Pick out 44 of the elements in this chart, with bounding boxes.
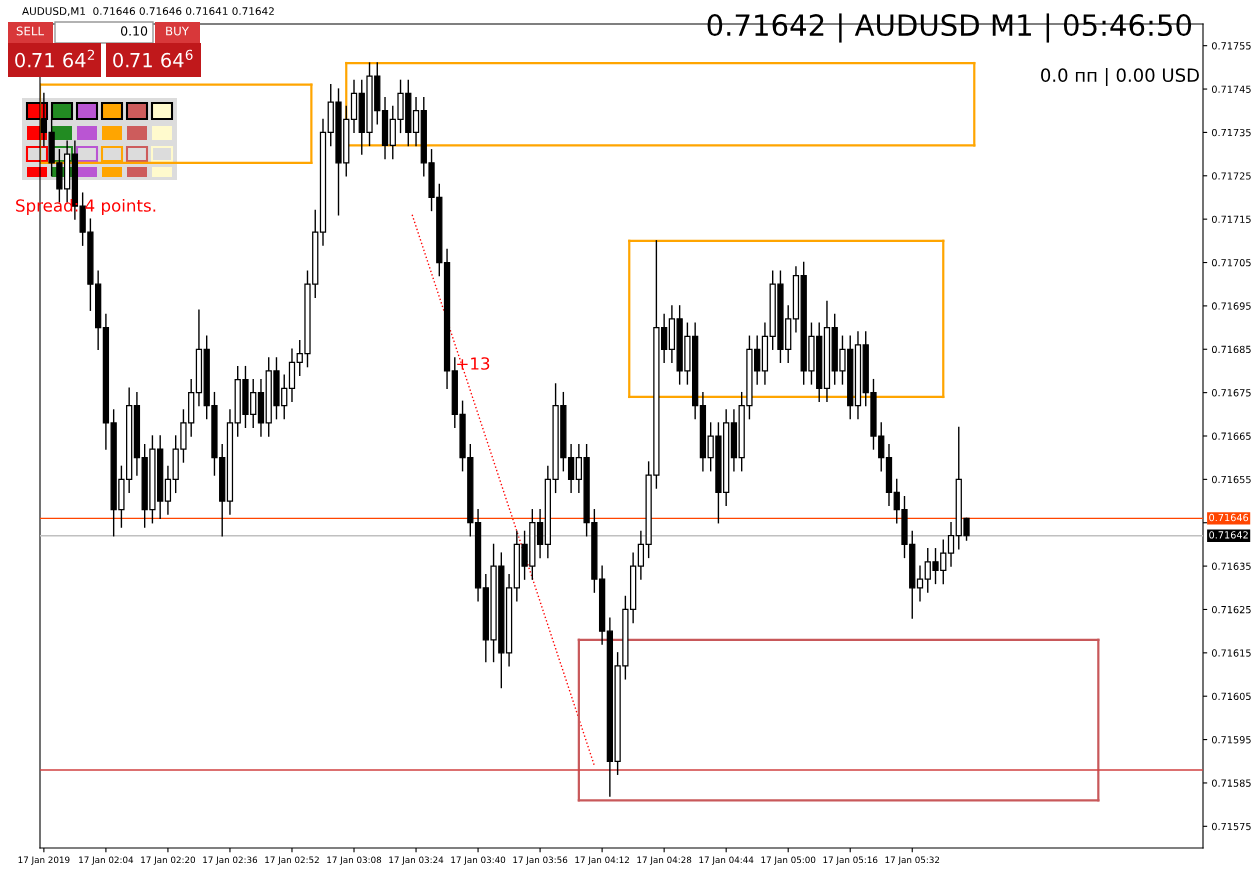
- annotation: BUY: [166, 26, 189, 36]
- y-tick-label: 0.71625: [1211, 605, 1251, 614]
- y-tick-label: 0.71745: [1211, 85, 1251, 93]
- x-tick-label: 17 Jan 02:52: [265, 856, 319, 865]
- chart-title: AUDUSD,M1 0.71646 0.71646 0.71641 0.71642: [22, 7, 274, 17]
- x-tick-label: 17 Jan 05:16: [823, 856, 878, 865]
- x-tick-label: 17 Jan 04:12: [575, 856, 629, 865]
- y-tick-label: 0.71615: [1211, 649, 1251, 657]
- annotation: 0.10: [120, 26, 148, 36]
- y-tick-label: 0.71695: [1211, 302, 1251, 310]
- y-tick-label: 0.71725: [1211, 172, 1251, 180]
- x-tick-label: 17 Jan 02:36: [203, 856, 258, 865]
- ref-line-label: 0.71642: [1209, 531, 1248, 539]
- y-tick-label: 0.71715: [1211, 215, 1251, 223]
- y-tick-label: 0.71675: [1211, 389, 1251, 397]
- x-tick-label: 17 Jan 03:24: [389, 856, 444, 865]
- annotation: 0.71 64$^{2}$: [15, 49, 95, 68]
- y-tick-label: 0.71665: [1211, 432, 1251, 440]
- y-tick-label: 0.71755: [1211, 42, 1251, 50]
- y-tick-label: 0.71595: [1211, 736, 1251, 744]
- x-tick-label: 17 Jan 02:20: [141, 856, 196, 865]
- chart-subtitle: 0.71642 | AUDUSD M1 | 05:46:50: [707, 13, 1192, 43]
- annotation: 0.71 64$^{6}$: [113, 49, 193, 68]
- x-tick-label: 17 Jan 03:40: [451, 856, 506, 865]
- x-tick-label: 17 Jan 04:28: [637, 856, 692, 865]
- x-tick-label: 17 Jan 2019: [18, 856, 70, 865]
- y-tick-label: 0.71585: [1211, 779, 1251, 787]
- x-tick-label: 17 Jan 03:56: [513, 856, 568, 865]
- y-tick-label: 0.71605: [1211, 692, 1251, 701]
- annotation: SELL: [16, 26, 44, 36]
- y-tick-label: 0.71685: [1211, 345, 1251, 354]
- y-tick-label: 0.71655: [1211, 475, 1251, 484]
- annotation: 0.0 пп | 0.00 USD: [1041, 67, 1199, 87]
- y-tick-label: 0.71705: [1211, 259, 1251, 267]
- x-tick-label: 17 Jan 05:32: [885, 856, 940, 865]
- y-tick-label: 0.71635: [1211, 562, 1251, 570]
- y-tick-label: 0.71575: [1211, 822, 1251, 831]
- y-tick-label: 0.71735: [1211, 128, 1251, 137]
- x-tick-label: 17 Jan 03:08: [327, 856, 382, 865]
- x-tick-label: 17 Jan 02:04: [79, 856, 134, 865]
- x-tick-label: 17 Jan 05:00: [761, 856, 816, 865]
- ref-line-label: 0.71646: [1209, 513, 1249, 522]
- annotation: +13: [457, 357, 490, 370]
- x-tick-label: 17 Jan 04:44: [699, 856, 754, 865]
